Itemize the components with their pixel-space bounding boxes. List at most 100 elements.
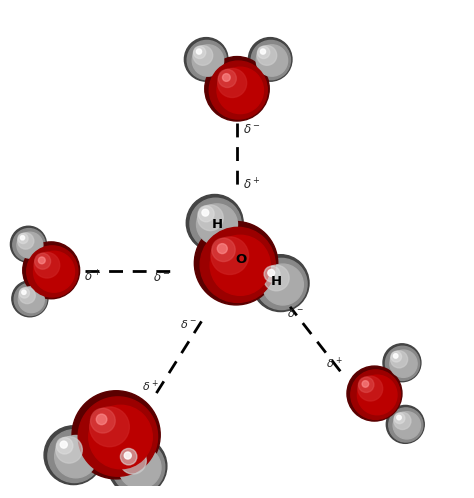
Circle shape bbox=[19, 287, 35, 304]
Circle shape bbox=[10, 226, 46, 262]
Circle shape bbox=[219, 69, 237, 88]
Circle shape bbox=[112, 441, 165, 494]
Text: $\delta^+$: $\delta^+$ bbox=[142, 379, 159, 394]
Circle shape bbox=[48, 430, 101, 483]
Circle shape bbox=[218, 69, 246, 98]
Circle shape bbox=[394, 413, 405, 424]
Circle shape bbox=[251, 40, 291, 80]
Circle shape bbox=[34, 251, 74, 292]
Circle shape bbox=[383, 344, 421, 382]
Circle shape bbox=[393, 354, 398, 358]
Circle shape bbox=[257, 46, 277, 65]
Circle shape bbox=[217, 67, 264, 114]
Circle shape bbox=[393, 412, 420, 439]
Circle shape bbox=[257, 46, 270, 59]
Circle shape bbox=[391, 352, 401, 362]
Circle shape bbox=[22, 290, 26, 294]
Circle shape bbox=[27, 246, 78, 297]
Circle shape bbox=[357, 375, 397, 415]
Circle shape bbox=[358, 376, 383, 401]
Circle shape bbox=[362, 380, 369, 387]
Circle shape bbox=[386, 405, 424, 443]
Circle shape bbox=[217, 244, 228, 253]
Circle shape bbox=[18, 234, 28, 244]
Circle shape bbox=[18, 233, 34, 249]
Circle shape bbox=[256, 258, 307, 310]
Circle shape bbox=[44, 426, 103, 485]
Circle shape bbox=[202, 209, 209, 216]
Circle shape bbox=[193, 46, 206, 59]
Circle shape bbox=[13, 229, 45, 261]
Circle shape bbox=[72, 391, 160, 479]
Circle shape bbox=[17, 232, 43, 258]
Circle shape bbox=[192, 45, 224, 76]
Text: $\delta^-$: $\delta^-$ bbox=[180, 318, 197, 330]
Circle shape bbox=[190, 198, 241, 249]
Circle shape bbox=[351, 370, 401, 419]
Circle shape bbox=[264, 266, 280, 282]
Circle shape bbox=[193, 46, 213, 65]
Circle shape bbox=[194, 222, 278, 305]
Circle shape bbox=[124, 452, 131, 459]
Circle shape bbox=[19, 288, 29, 298]
Circle shape bbox=[210, 61, 267, 119]
Circle shape bbox=[108, 437, 167, 496]
Circle shape bbox=[56, 438, 73, 454]
Circle shape bbox=[198, 206, 214, 222]
Circle shape bbox=[391, 351, 408, 368]
Circle shape bbox=[347, 366, 402, 421]
Circle shape bbox=[20, 236, 25, 240]
Text: $\delta^-$: $\delta^-$ bbox=[153, 271, 171, 284]
Circle shape bbox=[212, 238, 235, 261]
Circle shape bbox=[248, 37, 292, 81]
Circle shape bbox=[91, 408, 115, 433]
Text: $\delta^+$: $\delta^+$ bbox=[326, 356, 343, 372]
Circle shape bbox=[200, 228, 275, 302]
Circle shape bbox=[394, 412, 411, 429]
Circle shape bbox=[389, 408, 423, 442]
Text: $\delta^+$: $\delta^+$ bbox=[83, 270, 101, 285]
Circle shape bbox=[210, 235, 270, 295]
Circle shape bbox=[197, 204, 237, 245]
Circle shape bbox=[256, 45, 288, 76]
Circle shape bbox=[55, 435, 97, 478]
Circle shape bbox=[211, 237, 248, 274]
Circle shape bbox=[118, 446, 161, 489]
Circle shape bbox=[205, 57, 269, 121]
Circle shape bbox=[56, 437, 82, 463]
Text: $\delta^-$: $\delta^-$ bbox=[243, 123, 261, 136]
Circle shape bbox=[120, 448, 146, 474]
Circle shape bbox=[268, 269, 274, 276]
Circle shape bbox=[96, 414, 107, 425]
Circle shape bbox=[60, 441, 67, 448]
Circle shape bbox=[222, 74, 230, 81]
Circle shape bbox=[263, 264, 303, 305]
Circle shape bbox=[14, 283, 46, 316]
Circle shape bbox=[397, 415, 401, 420]
Text: H: H bbox=[270, 275, 282, 288]
Circle shape bbox=[120, 449, 137, 465]
Circle shape bbox=[198, 205, 223, 231]
Circle shape bbox=[34, 252, 60, 278]
Circle shape bbox=[390, 350, 417, 377]
Circle shape bbox=[385, 346, 419, 380]
Circle shape bbox=[18, 287, 44, 313]
Circle shape bbox=[89, 405, 152, 469]
Circle shape bbox=[186, 195, 243, 251]
Circle shape bbox=[252, 254, 309, 312]
Circle shape bbox=[78, 397, 157, 476]
Circle shape bbox=[358, 377, 374, 392]
Circle shape bbox=[264, 265, 289, 291]
Text: $\delta^-$: $\delta^-$ bbox=[287, 307, 304, 319]
Text: O: O bbox=[235, 253, 246, 266]
Circle shape bbox=[187, 40, 227, 80]
Text: $\delta^+$: $\delta^+$ bbox=[243, 177, 261, 193]
Circle shape bbox=[35, 253, 51, 269]
Circle shape bbox=[90, 407, 129, 447]
Circle shape bbox=[23, 242, 80, 299]
Circle shape bbox=[12, 281, 48, 317]
Circle shape bbox=[38, 257, 45, 264]
Circle shape bbox=[196, 49, 201, 54]
Circle shape bbox=[260, 49, 265, 54]
Text: H: H bbox=[212, 218, 223, 231]
